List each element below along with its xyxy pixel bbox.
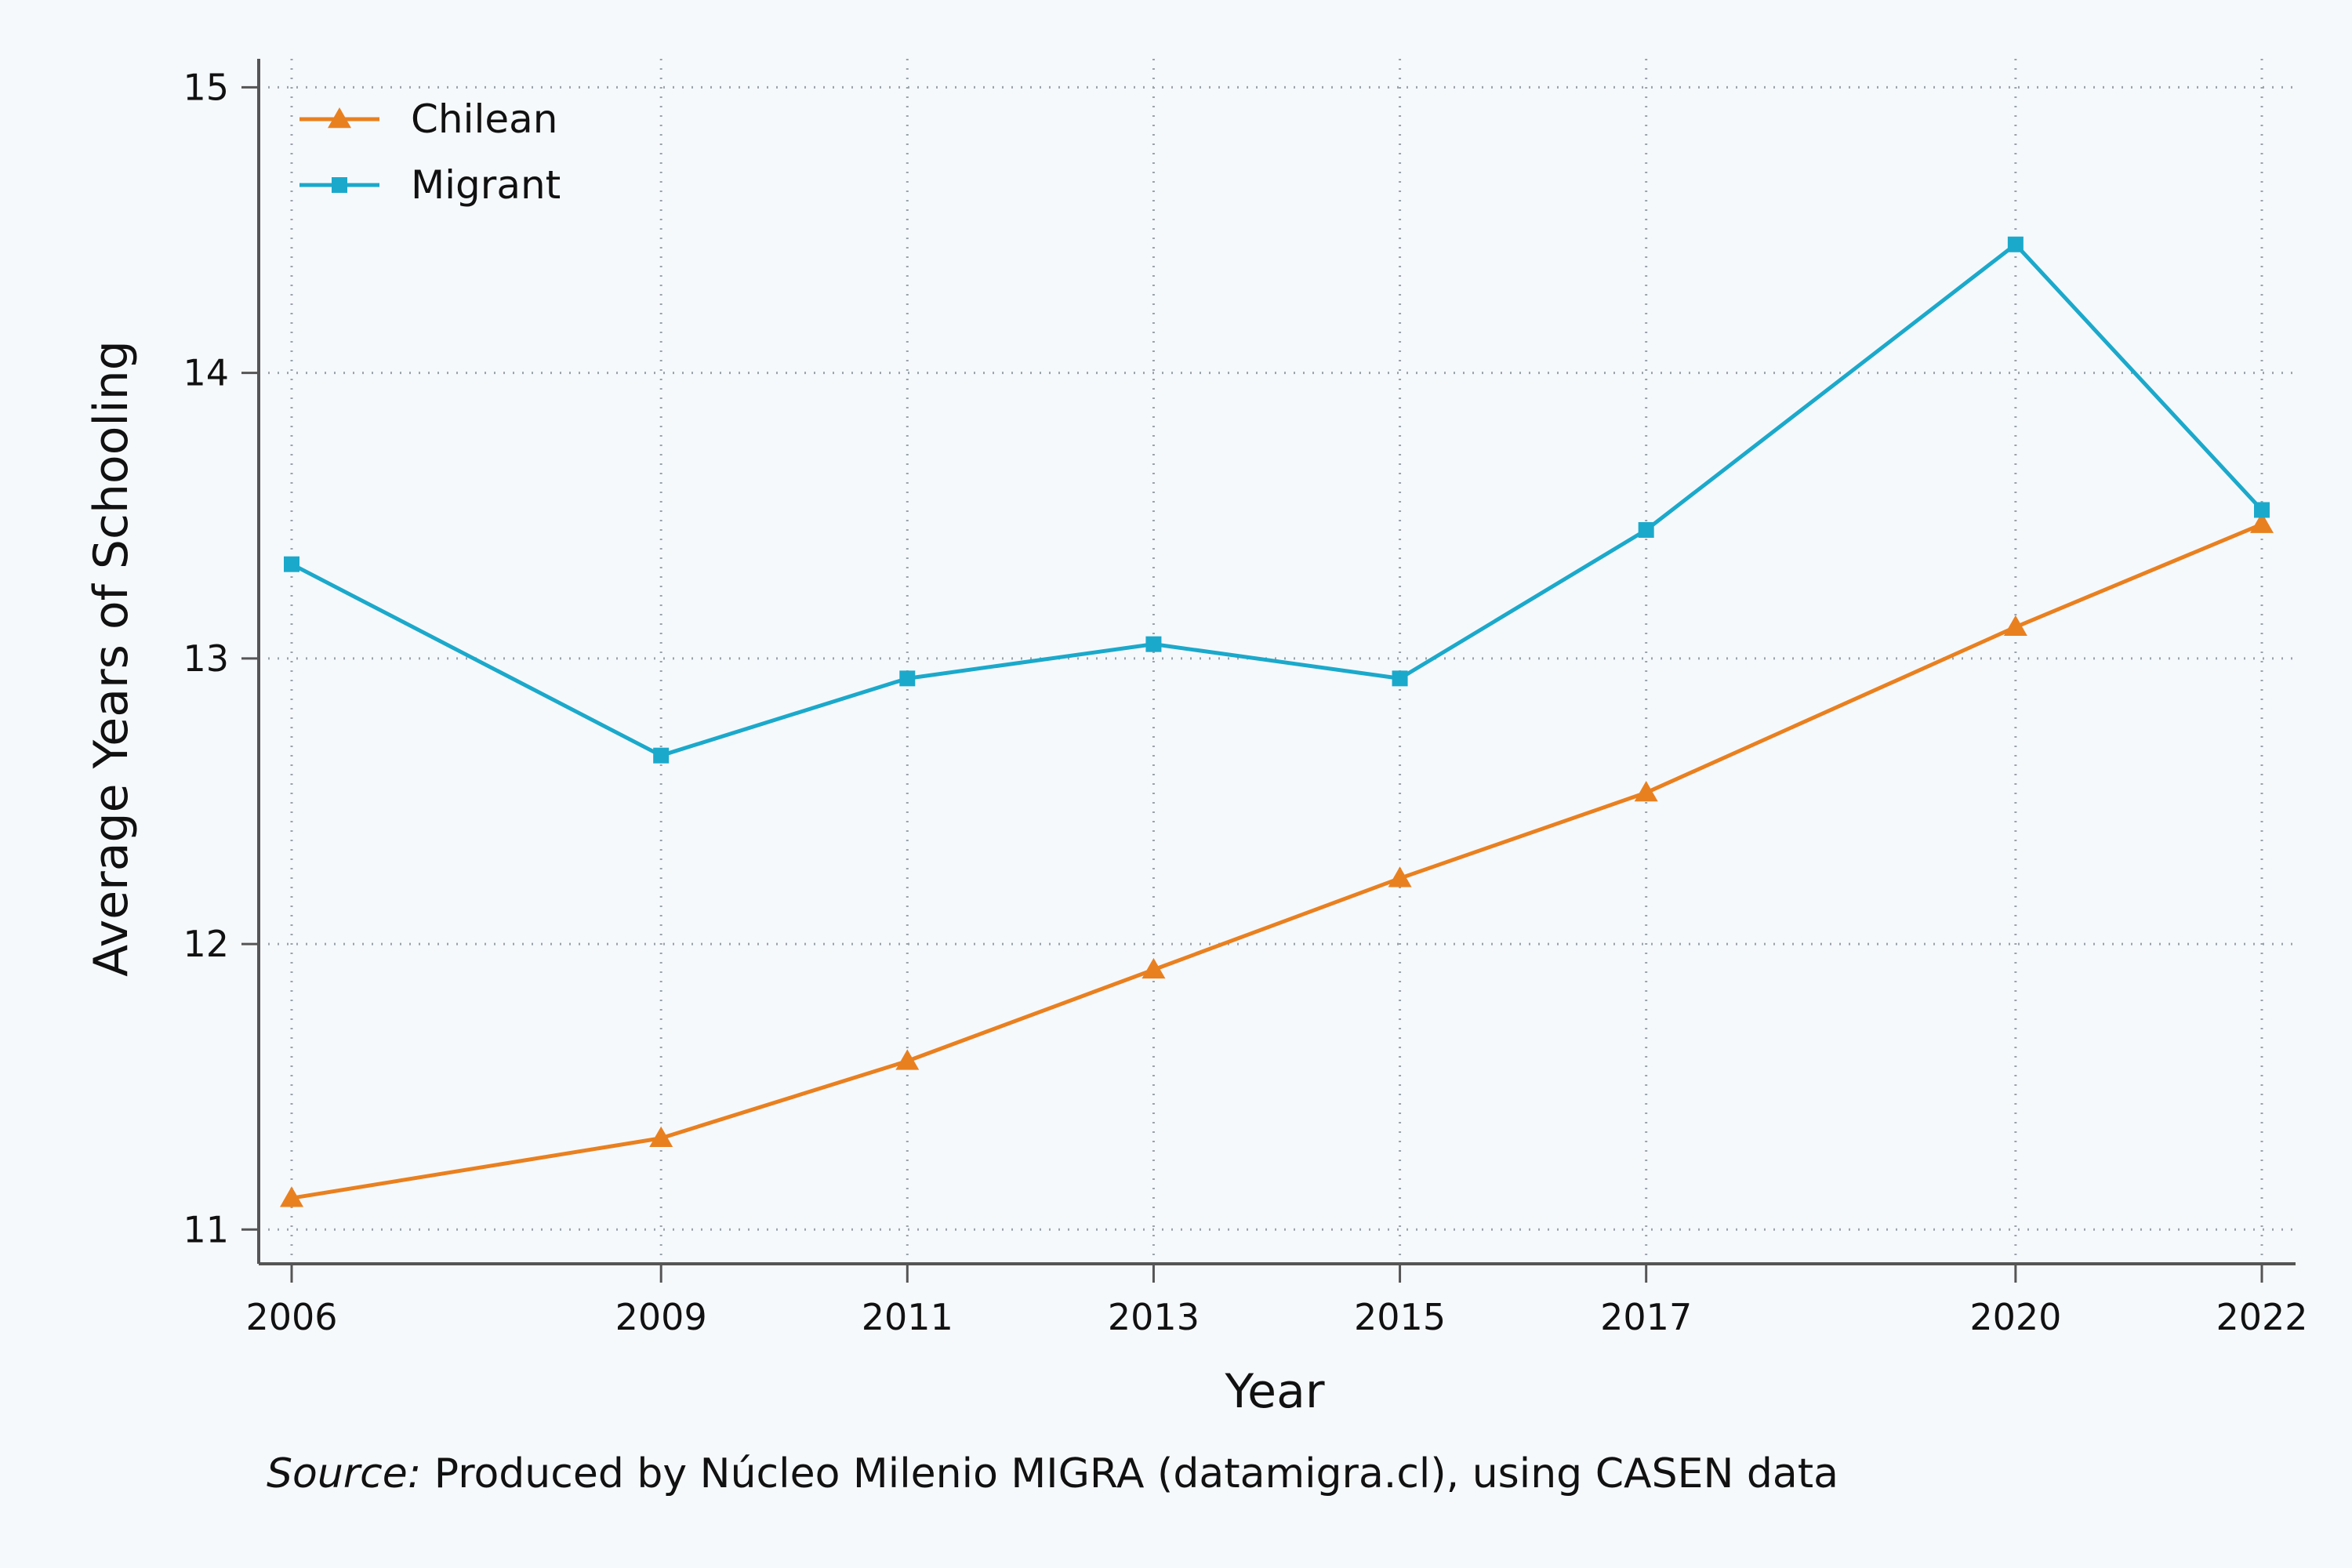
x-tick-label: 2017 bbox=[1600, 1296, 1692, 1338]
chilean-point bbox=[1634, 781, 1658, 802]
chilean-line bbox=[291, 522, 2263, 1200]
migrant-point bbox=[1638, 521, 1654, 538]
axes: 11 12 13 14 15 2006 2009 2011 2013 2015 2017 2020 20… bbox=[183, 59, 2308, 1338]
migrant-point bbox=[1392, 670, 1408, 687]
x-axis-title: Year bbox=[1224, 1364, 1324, 1419]
x-tick-label: 2015 bbox=[1354, 1296, 1446, 1338]
y-tick-label: 15 bbox=[183, 66, 229, 108]
chilean-point bbox=[1142, 957, 1166, 979]
x-tick-label: 2011 bbox=[862, 1296, 953, 1338]
y-tick-label: 14 bbox=[183, 352, 229, 394]
migrant-point bbox=[284, 556, 299, 572]
y-tick-label: 11 bbox=[183, 1208, 229, 1250]
migrant-point bbox=[2254, 502, 2270, 518]
y-tick-label: 12 bbox=[183, 923, 229, 965]
x-tick-label: 2013 bbox=[1108, 1296, 1200, 1338]
chilean-point bbox=[649, 1126, 673, 1147]
y-tick-label: 13 bbox=[183, 637, 229, 680]
legend-migrant-marker bbox=[332, 177, 347, 193]
legend-chilean-marker bbox=[328, 107, 351, 129]
series-layer bbox=[280, 236, 2274, 1207]
legend: Chilean Migrant bbox=[299, 96, 561, 208]
chilean-point bbox=[2003, 615, 2027, 637]
source-note: Source: Produced by Núcleo Milenio MIGRA… bbox=[267, 1450, 1838, 1497]
y-axis-title: Average Years of Schooling bbox=[84, 340, 139, 977]
legend-chilean-label: Chilean bbox=[411, 96, 557, 142]
source-label: Source: bbox=[267, 1450, 422, 1497]
x-tick-label: 2006 bbox=[245, 1296, 337, 1338]
chilean-point bbox=[1388, 866, 1412, 887]
migrant-point bbox=[2007, 236, 2024, 252]
migrant-point bbox=[899, 670, 916, 687]
legend-migrant-label: Migrant bbox=[411, 162, 561, 208]
migrant-point bbox=[1145, 636, 1162, 652]
migrant-point bbox=[653, 747, 670, 764]
x-tick-label: 2022 bbox=[2216, 1296, 2307, 1338]
chilean-point bbox=[895, 1049, 920, 1070]
grid-lines bbox=[259, 59, 2296, 1264]
chilean-point bbox=[2250, 512, 2274, 533]
x-tick-label: 2009 bbox=[615, 1296, 707, 1338]
chilean-point bbox=[280, 1186, 303, 1207]
source-text: Produced by Núcleo Milenio MIGRA (datami… bbox=[434, 1450, 1839, 1497]
migrant-line bbox=[290, 242, 2263, 758]
x-tick-label: 2020 bbox=[1969, 1296, 2061, 1338]
